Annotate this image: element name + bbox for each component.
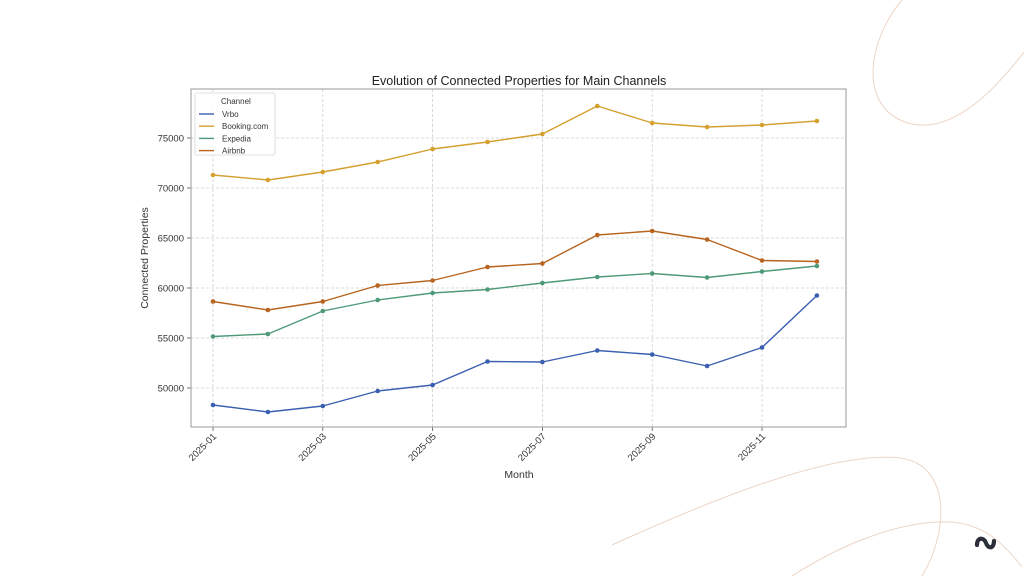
y-axis-ticks: 50000 55000 60000 65000 70000 75000 (158, 134, 191, 395)
data-point (320, 308, 326, 314)
data-point (595, 232, 600, 238)
data-point (320, 299, 326, 304)
data-point (814, 293, 820, 298)
data-point (375, 388, 381, 394)
plot-frame (190, 88, 847, 428)
data-point (704, 275, 710, 280)
data-point (210, 172, 216, 178)
data-point (375, 283, 381, 288)
decorative-curves (611, 0, 1024, 576)
y-tick-label: 75000 (158, 134, 184, 145)
series-expedia (210, 263, 820, 339)
data-point (704, 124, 710, 130)
series-airbnb (210, 228, 820, 313)
data-point (485, 264, 490, 270)
legend-title: Channel (221, 97, 251, 106)
data-point (265, 307, 271, 313)
x-tick-label: 2025-11 (736, 431, 768, 463)
data-point (485, 359, 490, 364)
wave-logo-icon (974, 536, 997, 550)
legend-item: Airbnb (199, 147, 246, 156)
legend-item: Expedia (199, 134, 251, 143)
data-point (759, 345, 765, 350)
data-point (759, 258, 765, 263)
x-axis-label: Month (504, 469, 533, 481)
legend-label: Booking.com (222, 122, 269, 131)
y-axis-label: Connected Properties (139, 207, 151, 309)
data-point (814, 263, 820, 269)
decorative-curve-bottom-1 (611, 456, 942, 576)
legend-label: Expedia (222, 134, 251, 143)
data-point (210, 299, 216, 304)
series-line (212, 105, 817, 181)
chart-title: Evolution of Connected Properties for Ma… (372, 74, 667, 88)
series-booking-com (210, 103, 820, 183)
y-tick-label: 55000 (158, 334, 184, 345)
legend-item: Vrbo (199, 110, 239, 119)
data-point (375, 159, 381, 165)
series-layer (210, 103, 820, 415)
data-point (540, 131, 545, 137)
series-line (212, 294, 818, 413)
y-tick-label: 70000 (158, 184, 184, 195)
data-point (540, 261, 545, 266)
data-point (265, 331, 271, 337)
series-line (212, 230, 817, 311)
decorative-curve-bottom-2 (791, 521, 1023, 576)
data-point (649, 228, 655, 234)
data-point (595, 348, 600, 353)
data-point (595, 274, 600, 280)
data-point (485, 287, 490, 292)
x-tick-label: 2025-03 (296, 431, 328, 463)
data-point (430, 278, 435, 283)
data-point (210, 334, 216, 339)
legend-label: Airbnb (222, 147, 246, 156)
data-point (540, 280, 545, 286)
x-axis-ticks: 2025-01 2025-03 2025-05 2025-07 2025-09 2025-… (187, 427, 768, 464)
legend-item: Booking.com (199, 122, 269, 131)
data-point (649, 120, 655, 126)
data-point (814, 259, 820, 264)
data-point (759, 122, 765, 128)
x-tick-label: 2025-09 (626, 431, 658, 463)
data-point (430, 146, 435, 152)
data-point (814, 118, 820, 124)
data-point (649, 271, 655, 276)
data-point (210, 402, 216, 408)
decorative-curve-top-right (872, 0, 1024, 126)
data-point (375, 297, 381, 303)
y-tick-label: 65000 (158, 234, 184, 245)
y-tick-label: 60000 (158, 284, 184, 295)
data-point (320, 403, 326, 409)
grid-lines (191, 89, 846, 427)
data-point (540, 359, 545, 365)
data-point (759, 269, 765, 274)
data-point (485, 139, 490, 145)
y-tick-label: 50000 (158, 384, 184, 395)
data-point (430, 290, 435, 296)
x-tick-label: 2025-07 (516, 431, 548, 463)
data-point (265, 409, 271, 415)
legend-box (194, 92, 276, 156)
data-point (649, 352, 655, 357)
series-vrbo (210, 293, 820, 415)
data-point (265, 177, 271, 183)
data-point (320, 169, 326, 175)
series-line (212, 265, 817, 338)
x-tick-label: 2025-01 (187, 431, 219, 463)
legend: Channel Vrbo Booking.com Expedia Airbnb (194, 92, 276, 156)
data-point (430, 382, 435, 388)
legend-label: Vrbo (222, 110, 239, 119)
data-point (595, 103, 600, 109)
x-tick-label: 2025-05 (406, 431, 438, 463)
data-point (704, 363, 710, 369)
data-point (704, 237, 710, 242)
